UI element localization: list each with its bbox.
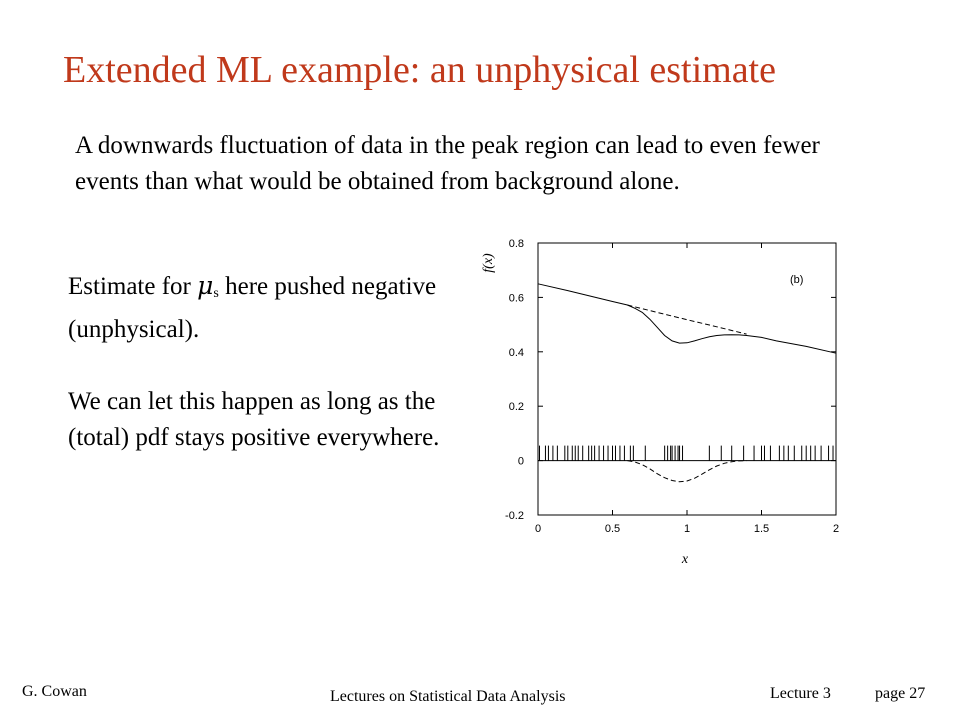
x-tick-label: 0.5 bbox=[605, 523, 620, 535]
pdf-positive-paragraph: We can let this happen as long as the (t… bbox=[68, 388, 440, 451]
y-tick-label: 0.6 bbox=[509, 292, 524, 304]
y-tick-label: 0.2 bbox=[509, 401, 524, 413]
pdf-plot: 0 0.5 1 1.5 2 -0.2 0 0.2 0.4 0.6 0.8 x f(x) (b) bbox=[481, 238, 839, 567]
x-tick-label: 2 bbox=[833, 523, 839, 535]
series-line-0 bbox=[537, 283, 837, 354]
footer-lecture: Lecture 3 bbox=[770, 685, 831, 702]
footer-page: page 27 bbox=[875, 685, 926, 702]
footer-author: G. Cowan bbox=[22, 683, 87, 700]
series-line-1 bbox=[627, 304, 747, 335]
y-tick-label: 0.4 bbox=[509, 347, 524, 359]
mu-subscript: s bbox=[213, 286, 219, 301]
side-text: Estimate for μs here pushed negative (un… bbox=[68, 268, 448, 456]
y-axis-label: f(x) bbox=[481, 253, 496, 273]
panel-label: (b) bbox=[790, 274, 803, 286]
footer-course: Lectures on Statistical Data Analysis bbox=[330, 688, 566, 705]
series-line-2 bbox=[627, 460, 747, 483]
y-tick-label: 0 bbox=[518, 456, 524, 468]
intro-paragraph: A downwards fluctuation of data in the p… bbox=[75, 132, 820, 195]
estimate-text-before: Estimate for bbox=[68, 273, 198, 300]
x-tick-label: 1.5 bbox=[754, 523, 769, 535]
slide-title: Extended ML example: an unphysical estim… bbox=[63, 49, 776, 91]
estimate-text-after: here pushed negative (unphysical). bbox=[68, 273, 437, 343]
estimate-paragraph: Estimate for μs here pushed negative (un… bbox=[68, 268, 448, 348]
mu-symbol: μ bbox=[197, 271, 214, 300]
paragraph-gap bbox=[68, 348, 448, 384]
y-tick-label: -0.2 bbox=[505, 510, 524, 522]
x-axis-label: x bbox=[681, 552, 689, 567]
x-tick-label: 0 bbox=[535, 523, 541, 535]
y-tick-label: 0.8 bbox=[509, 238, 524, 250]
x-tick-label: 1 bbox=[684, 523, 690, 535]
